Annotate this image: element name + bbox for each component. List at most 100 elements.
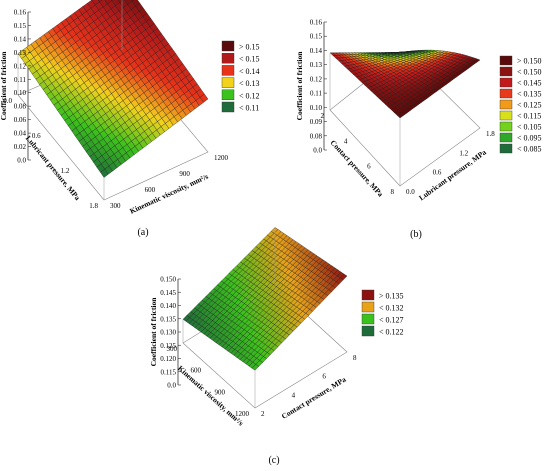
legend-swatch (361, 313, 375, 325)
legend-label: < 0.127 (379, 316, 404, 325)
z-tick-label: 0.0 (313, 147, 322, 155)
z-tick-label: 0.08 (14, 103, 27, 111)
y-tick-label: 1.2 (459, 149, 468, 157)
legend-label: < 0.122 (379, 328, 404, 337)
z-tick-label: 0.140 (160, 302, 176, 310)
z-tick-label: 0.11 (310, 90, 322, 98)
chart-panel-2: 0.00.080.090.100.110.120.130.140.150.16C… (295, 19, 542, 241)
y-axis-label: Kinematic viscosity, mm²/s (128, 172, 209, 216)
z-tick-label: 0.15 (310, 33, 323, 41)
surface-cell (339, 273, 348, 281)
z-tick-label: 0.135 (160, 315, 176, 323)
surface-mesh (329, 49, 481, 119)
legend-swatch (221, 77, 235, 88)
legend-swatch (221, 101, 235, 113)
y-tick-label: 1200 (214, 154, 229, 162)
z-axis-label: Coefficient of friction (149, 297, 158, 367)
z-tick-label: 0.06 (14, 116, 27, 124)
z-tick-label: 0.150 (160, 276, 176, 284)
legend-swatch (499, 99, 513, 110)
legend-label: < 0.15 (239, 55, 260, 64)
y-tick-label: 300 (110, 202, 121, 210)
legend-swatch (499, 132, 513, 143)
z-tick-label: 0.15 (14, 22, 27, 30)
legend-swatch (361, 289, 375, 301)
legend-swatch (221, 89, 235, 101)
y-axis-label: Contact pressure, MPa (280, 375, 348, 421)
x-tick-label: 6 (367, 163, 371, 171)
legend-label: < 0.145 (517, 79, 542, 88)
surface-cell (199, 93, 209, 103)
legend-label: < 0.12 (239, 91, 260, 100)
legend-swatch (361, 301, 375, 313)
legend-label: < 0.135 (517, 90, 542, 99)
z-tick-label: 0.145 (160, 289, 176, 297)
z-tick-label: 0.12 (14, 62, 27, 70)
x-tick-label: 8 (391, 188, 395, 196)
z-tick-label: 0.14 (310, 47, 323, 55)
x-tick-label: 0.6 (32, 132, 41, 140)
z-tick-label: 0.11 (14, 76, 26, 84)
legend-label: < 0.125 (517, 101, 542, 110)
z-tick-label: 0.10 (310, 104, 323, 112)
legend-swatch (499, 88, 513, 99)
x-tick-label: 2 (321, 112, 325, 120)
z-tick-label: 0.14 (14, 35, 27, 43)
legend-swatch (221, 40, 235, 52)
y-tick-label: 2 (261, 410, 265, 418)
z-axis-label: Coefficient of friction (295, 51, 304, 121)
z-tick-label: 0.12 (310, 75, 323, 83)
x-axis-label: Contact pressure, MPa (329, 138, 386, 198)
surface-cell (98, 0, 103, 3)
legend-swatch (221, 65, 235, 76)
chart-panel-1: 0.0 0.02 0.04 0.06 0.08 0.10 0.11 0.12 0.13 0.14 0… (0, 0, 260, 238)
z-tick-label: 0.16 (310, 19, 323, 27)
x-tick-label: 300 (167, 345, 178, 353)
z-tick-label: 0.130 (160, 329, 176, 337)
legend-label: < 0.13 (239, 79, 260, 88)
z-tick-label: 0.13 (14, 49, 27, 57)
z-tick-label: 0.02 (14, 143, 27, 151)
legend-label: < 0.150 (517, 68, 542, 77)
legend: > 0.15 < 0.15 < 0.14 < 0.13 < 0.12 < 0.11 (221, 40, 260, 113)
panel-label: (b) (410, 229, 422, 240)
y-tick-label: 600 (145, 186, 156, 194)
y-tick-label: 1.8 (486, 130, 495, 138)
z-tick-label: 0.16 (14, 9, 27, 17)
x-tick-label: 1200 (235, 410, 250, 418)
y-tick-label: 4 (292, 391, 296, 399)
legend-swatch (499, 121, 513, 132)
x-axis-label: Lubricant pressure, MPa (24, 134, 82, 202)
legend-label: < 0.095 (517, 134, 542, 143)
x-axis-label: Kinematic viscosity, mm²/s (176, 364, 245, 428)
y-tick-label: 8 (353, 354, 357, 362)
x-tick-label: 0.0 (3, 97, 12, 105)
z-tick-label: 0.120 (160, 355, 176, 363)
z-tick-label: 0.0 (167, 382, 176, 390)
z-tick-label: 0.10 (14, 89, 27, 97)
y-axis-label: Lubricant pressure, MPa (417, 147, 488, 202)
legend: > 0.150 < 0.150 < 0.145 < 0.135 < 0.125 < 0.1… (499, 55, 542, 154)
panel-label: (c) (268, 455, 279, 466)
panel-label: (a) (137, 227, 148, 238)
legend-swatch (499, 55, 513, 66)
legend-label: < 0.105 (517, 123, 542, 132)
y-tick-label: 0.6 (433, 169, 442, 177)
x-tick-label: 900 (215, 388, 226, 396)
x-tick-label: 1.8 (89, 202, 98, 210)
x-tick-label: 600 (191, 367, 202, 375)
surface-mesh (17, 0, 209, 178)
legend-label: < 0.132 (379, 304, 404, 313)
legend-label: > 0.135 (379, 292, 404, 301)
x-tick-label: 4 (344, 137, 348, 145)
y-tick-label: 0.0 (406, 188, 415, 196)
legend-label: < 0.085 (517, 145, 542, 154)
legend-label: < 0.11 (239, 104, 259, 113)
legend-label: > 0.15 (239, 43, 260, 52)
legend-swatch (499, 66, 513, 77)
z-tick-label: 0.04 (14, 130, 27, 138)
legend-swatch (499, 143, 513, 154)
z-axis-label: Coefficient of friction (0, 51, 8, 121)
chart-panel-3: 0.0 0.115 0.120 0.125 0.130 0.135 0.140 0.145 0.… (149, 227, 404, 466)
x-tick-label: 1.2 (61, 167, 70, 175)
